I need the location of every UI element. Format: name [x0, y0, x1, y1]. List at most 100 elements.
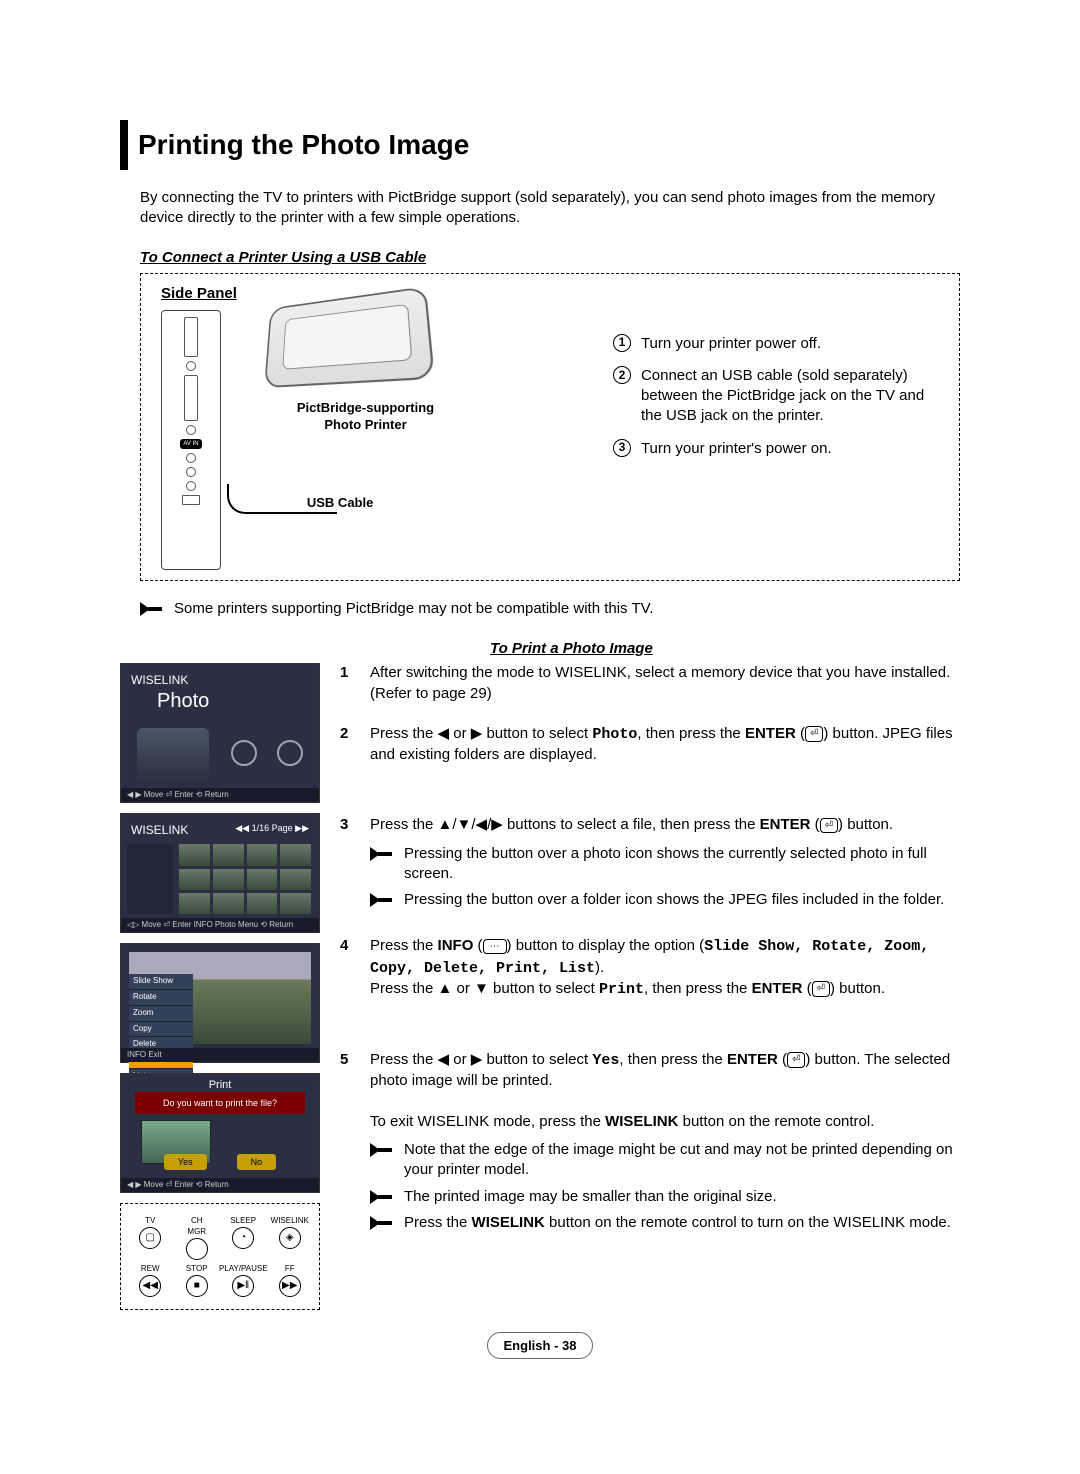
step-text: Connect an USB cable (sold separately) b…: [641, 366, 939, 427]
connect-step: 3 Turn your printer's power on.: [613, 439, 939, 459]
print-step: 1 After switching the mode to WISELINK, …: [340, 663, 960, 704]
step-body: Press the ▲/▼/◀/▶ buttons to select a fi…: [370, 815, 960, 916]
title-accent: [120, 120, 128, 170]
printer-label-l1: PictBridge-supporting: [297, 400, 434, 415]
page-footer: English - 38: [120, 1332, 960, 1360]
remote-btn-icon: ▢: [139, 1227, 161, 1249]
remote-row: REW◀◀ STOP■ PLAY/PAUSE▶‖ FF▶▶: [127, 1264, 313, 1297]
menu-item: Copy: [129, 1022, 193, 1038]
side-panel-col: Side Panel AV IN: [161, 284, 237, 570]
note-text: Pressing the button over a folder icon s…: [404, 890, 944, 910]
note-row: Some printers supporting PictBridge may …: [140, 599, 960, 619]
step-num-icon: 2: [613, 366, 631, 384]
panel-port: [186, 481, 196, 491]
enter-icon: ⏎: [805, 726, 823, 742]
enter-icon: ⏎: [820, 818, 838, 834]
shot-footer-bar: INFO Exit: [121, 1048, 319, 1062]
menu-item: Rotate: [129, 990, 193, 1006]
side-panel-illustration: AV IN: [161, 310, 221, 570]
connect-step: 1 Turn your printer power off.: [613, 334, 939, 354]
print-steps: 1 After switching the mode to WISELINK, …: [340, 663, 960, 1309]
remote-btn-label: WISELINK: [271, 1216, 309, 1227]
shot-footer-bar: ◀ ▶ Move ⏎ Enter ⟲ Return: [121, 788, 319, 802]
remote-btn: REW◀◀: [135, 1264, 165, 1297]
panel-port: [186, 361, 196, 371]
shot-heading: Photo: [157, 688, 209, 715]
step-text: Turn your printer's power on.: [641, 439, 832, 459]
remote-btn-label: STOP: [186, 1264, 208, 1275]
panel-usb-port: [182, 495, 200, 505]
option-menu: Slide Show Rotate Zoom Copy Delete Print…: [129, 974, 193, 1085]
shot-info-panel: [127, 844, 173, 914]
step-number: 2: [340, 724, 354, 766]
page-indicator: ◀◀ 1/16 Page ▶▶: [235, 822, 309, 834]
step-number: 1: [340, 663, 354, 704]
printer-illustration: [264, 286, 435, 388]
shot-label: WISELINK: [131, 822, 188, 838]
step-num-icon: 1: [613, 334, 631, 352]
avin-badge: AV IN: [180, 439, 201, 449]
note-text: Press the WISELINK button on the remote …: [404, 1213, 951, 1233]
subhead-connect: To Connect a Printer Using a USB Cable: [140, 248, 960, 268]
panel-port: [186, 453, 196, 463]
screenshots-column: WISELINK Photo ◀ ▶ Move ⏎ Enter ⟲ Return…: [120, 663, 320, 1309]
info-icon: ⋯: [483, 939, 507, 955]
remote-btn-icon: ◔: [232, 1227, 254, 1249]
subhead-print: To Print a Photo Image: [490, 639, 960, 659]
remote-btn-icon: ◀◀: [139, 1275, 161, 1297]
menu-item: Slide Show: [129, 974, 193, 990]
music-icon: [231, 740, 257, 766]
step-number: 4: [340, 936, 354, 1000]
print-step: 5 Press the ◀ or ▶ button to select Yes,…: [340, 1050, 960, 1239]
shot-footer-bar: ◁▷ Move ⏎ Enter INFO Photo Menu ⟲ Return: [121, 918, 319, 932]
note-text: The printed image may be smaller than th…: [404, 1187, 777, 1207]
enter-icon: ⏎: [787, 1052, 805, 1068]
remote-btn: PLAY/PAUSE▶‖: [228, 1264, 258, 1297]
thumbnail-grid: [179, 844, 311, 914]
remote-btn: SLEEP◔: [228, 1216, 258, 1260]
panel-port: [186, 467, 196, 477]
print-step: 2 Press the ◀ or ▶ button to select Phot…: [340, 724, 960, 766]
step-num-icon: 3: [613, 439, 631, 457]
panel-slot: [184, 375, 198, 421]
shot-footer-bar: ◀ ▶ Move ⏎ Enter ⟲ Return: [121, 1178, 319, 1192]
no-button: No: [237, 1154, 277, 1170]
remote-btn-label: CH MGR: [182, 1216, 212, 1238]
connect-steps: 1 Turn your printer power off. 2 Connect a…: [613, 284, 939, 471]
step-number: 3: [340, 815, 354, 916]
arrow-icon: [370, 1190, 392, 1204]
arrow-icon: [370, 847, 392, 861]
remote-btn-icon: ■: [186, 1275, 208, 1297]
side-panel-label: Side Panel: [161, 284, 237, 304]
step-body: Press the ◀ or ▶ button to select Photo,…: [370, 724, 960, 766]
dialog-title: Print: [121, 1078, 319, 1093]
remote-btn-icon: ▶‖: [232, 1275, 254, 1297]
printer-label: PictBridge-supporting Photo Printer: [297, 399, 434, 434]
screenshot-photo-grid: WISELINK ◀◀ 1/16 Page ▶▶ ◁▷ Move ⏎ Enter…: [120, 813, 320, 933]
remote-btn-label: PLAY/PAUSE: [219, 1264, 268, 1275]
remote-btn-icon: [186, 1238, 208, 1260]
arrow-icon: [370, 1216, 392, 1230]
step-body: Press the INFO (⋯) button to display the…: [370, 936, 960, 1000]
print-section: WISELINK Photo ◀ ▶ Move ⏎ Enter ⟲ Return…: [120, 663, 960, 1309]
intro-paragraph: By connecting the TV to printers with Pi…: [140, 188, 960, 229]
shot-nav-icons: [231, 740, 303, 766]
page-title: Printing the Photo Image: [128, 120, 479, 170]
print-step: 3 Press the ▲/▼/◀/▶ buttons to select a …: [340, 815, 960, 916]
title-bar: Printing the Photo Image: [120, 120, 960, 170]
panel-port: [186, 425, 196, 435]
remote-btn: FF▶▶: [275, 1264, 305, 1297]
step-body: After switching the mode to WISELINK, se…: [370, 663, 960, 704]
menu-item: Zoom: [129, 1006, 193, 1022]
screenshot-wiselink-home: WISELINK Photo ◀ ▶ Move ⏎ Enter ⟲ Return: [120, 663, 320, 803]
connect-step: 2 Connect an USB cable (sold separately) …: [613, 366, 939, 427]
remote-btn: CH MGR: [182, 1216, 212, 1260]
step-text: Turn your printer power off.: [641, 334, 821, 354]
yes-button: Yes: [164, 1154, 207, 1170]
arrow-icon: [140, 602, 162, 616]
note-text: Pressing the button over a photo icon sh…: [404, 844, 960, 885]
page-number-pill: English - 38: [487, 1332, 594, 1360]
remote-btn: TV▢: [135, 1216, 165, 1260]
remote-btn-label: FF: [285, 1264, 295, 1275]
screenshot-print-dialog: Print Do you want to print the file? Yes…: [120, 1073, 320, 1193]
